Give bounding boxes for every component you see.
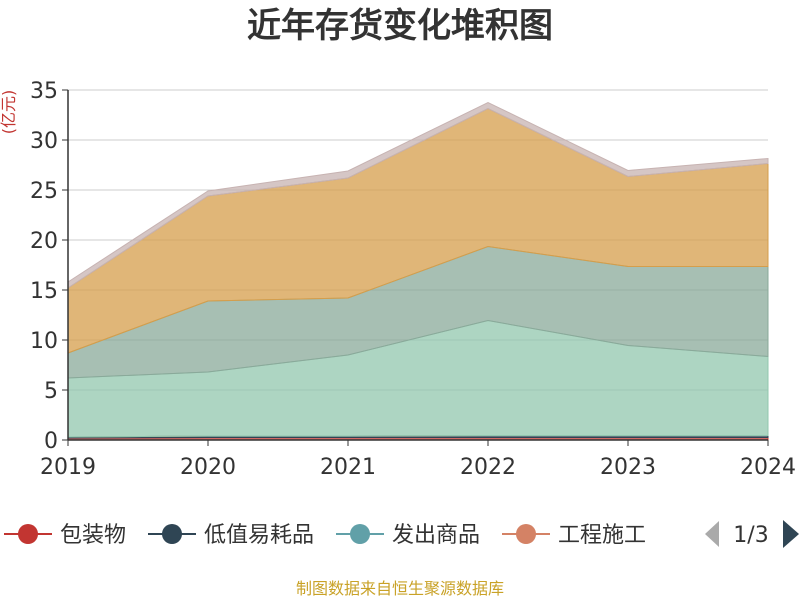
legend-page-indicator: 1/3 (733, 523, 768, 548)
y-tick-label: 30 (30, 129, 58, 154)
y-tick-label: 20 (30, 229, 58, 254)
y-tick-label: 5 (44, 379, 58, 404)
chart-title: 近年存货变化堆积图 (247, 6, 553, 46)
legend-item[interactable]: 包装物 (4, 523, 126, 548)
legend-label: 低值易耗品 (204, 523, 314, 548)
x-tick-label: 2020 (180, 455, 236, 480)
x-tick-label: 2019 (40, 455, 96, 480)
legend-marker-icon (18, 524, 38, 544)
axes: 0 5 10 15 20 25 30 35 2019 2020 2021 2022 2023 2024 (30, 79, 796, 480)
x-tick-label: 2022 (460, 455, 516, 480)
legend-marker-icon (162, 524, 182, 544)
legend-marker-icon (516, 524, 536, 544)
y-tick-label: 35 (30, 79, 58, 104)
y-tick-label: 25 (30, 179, 58, 204)
x-tick-label: 2023 (600, 455, 656, 480)
legend-label: 包装物 (60, 523, 126, 548)
legend-item[interactable]: 低值易耗品 (148, 523, 314, 548)
area-series-7 (67, 101, 769, 289)
y-axis-unit: (亿元) (0, 90, 18, 135)
legend-item[interactable]: 发出商品 (336, 523, 480, 548)
x-tick-label: 2024 (740, 455, 796, 480)
legend-next-page-icon[interactable] (783, 520, 799, 548)
legend-marker-icon (350, 524, 370, 544)
legend-item[interactable]: 工程施工 (502, 523, 646, 548)
y-tick-label: 15 (30, 279, 58, 304)
source-note: 制图数据来自恒生聚源数据库 (296, 579, 504, 598)
legend-prev-page-icon[interactable] (705, 521, 719, 547)
y-tick-label: 10 (30, 329, 58, 354)
x-tick-label: 2021 (320, 455, 376, 480)
area-series (67, 101, 769, 441)
y-tick-label: 0 (44, 429, 58, 454)
legend: 包装物 低值易耗品 发出商品 工程施工 1/3 (4, 520, 799, 548)
legend-label: 发出商品 (392, 523, 480, 548)
legend-label: 工程施工 (558, 523, 646, 548)
